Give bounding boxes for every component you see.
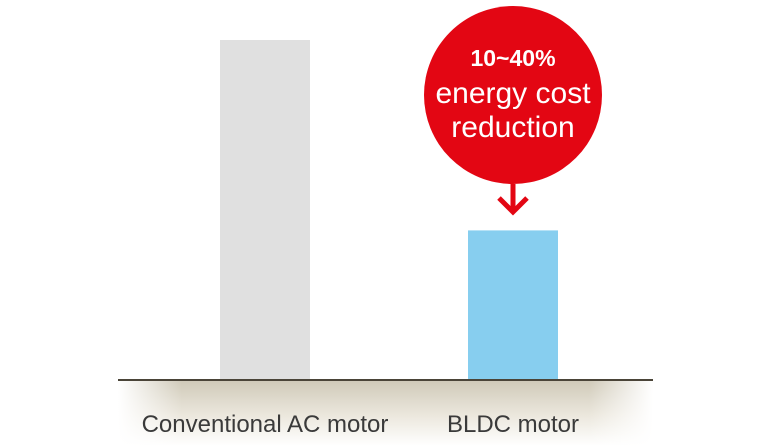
callout-circle bbox=[424, 6, 602, 184]
ground-fade bbox=[118, 380, 653, 446]
down-arrow-icon bbox=[497, 184, 529, 216]
reduction-callout: 10~40% energy cost reduction bbox=[424, 6, 602, 184]
callout-line-2: energy cost bbox=[435, 77, 591, 110]
bar-conventional-ac-motor bbox=[220, 40, 310, 380]
callout-percent: 10~40% bbox=[470, 45, 555, 71]
x-tick-label: Conventional AC motor bbox=[142, 411, 389, 438]
callout-line-3: reduction bbox=[451, 111, 574, 144]
bars-layer bbox=[220, 40, 558, 380]
x-tick-label: BLDC motor bbox=[447, 411, 579, 438]
bar-bldc-motor bbox=[468, 230, 558, 380]
